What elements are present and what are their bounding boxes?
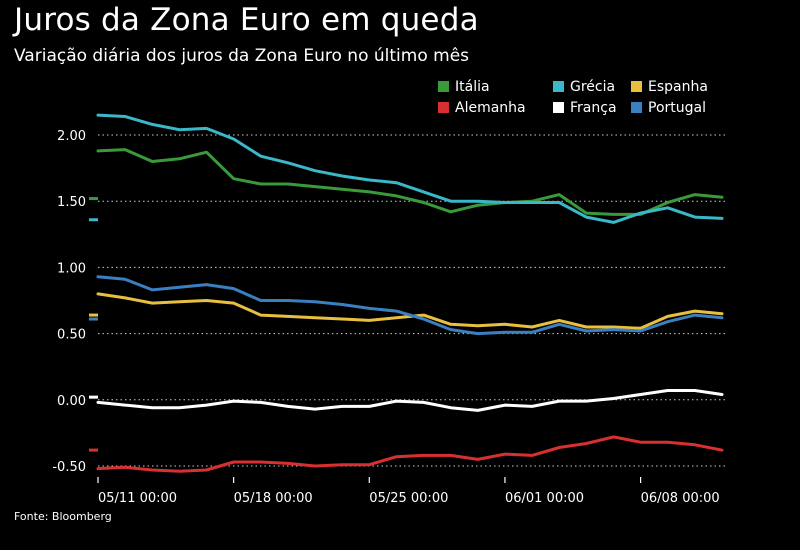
x-axis: 05/11 00:00 05/18 00:00 05/25 00:00 06/01 0…	[97, 477, 720, 506]
start-marker	[89, 395, 98, 399]
x-tick-label: 06/08 00:00	[641, 491, 720, 506]
y-tick-label: 1.00	[57, 261, 86, 276]
start-marker	[89, 197, 98, 201]
x-tick-label: 05/18 00:00	[234, 491, 313, 506]
y-tick-label: 1.50	[57, 195, 86, 210]
source-note: Fonte: Bloomberg	[14, 510, 112, 523]
start-marker	[89, 218, 98, 222]
series-line-portugal	[96, 275, 724, 336]
legend-label: Grécia	[570, 79, 615, 95]
gridlines	[98, 134, 725, 467]
y-tick-label: -0.50	[52, 460, 86, 475]
legend-label: Portugal	[648, 100, 706, 116]
y-tick-label: 0.00	[57, 394, 86, 409]
legend-label: Alemanha	[455, 100, 526, 116]
legend-swatch	[631, 81, 642, 92]
y-tick-label: 0.50	[57, 328, 86, 343]
legend-swatch	[553, 81, 564, 92]
legend-swatch	[631, 102, 642, 113]
x-tick-label: 05/25 00:00	[369, 491, 448, 506]
chart-title: Juros da Zona Euro em queda	[14, 2, 479, 38]
series-line-alemanha	[96, 435, 724, 473]
start-markers	[89, 197, 98, 452]
series-lines	[96, 113, 724, 473]
legend-swatch	[438, 81, 449, 92]
legend-swatch	[438, 102, 449, 113]
x-tick-label: 05/11 00:00	[98, 491, 177, 506]
start-marker	[89, 313, 98, 317]
y-axis: 2.00 1.50 1.00 0.50 0.00 -0.50	[52, 129, 86, 475]
legend-label: França	[570, 100, 617, 116]
chart-subtitle: Variação diária dos juros da Zona Euro n…	[14, 46, 470, 66]
legend-label: Espanha	[648, 79, 708, 95]
legend: Itália Grécia Espanha Alemanha França Portuga…	[438, 79, 708, 116]
legend-swatch	[553, 102, 564, 113]
y-tick-label: 2.00	[57, 129, 86, 144]
start-marker	[89, 317, 98, 321]
series-line-grécia	[96, 113, 724, 224]
series-line-itália	[96, 148, 724, 216]
x-tick-label: 06/01 00:00	[505, 491, 584, 506]
series-line-espanha	[96, 292, 724, 330]
legend-label: Itália	[455, 79, 490, 95]
series-line-frança	[96, 389, 724, 412]
start-marker	[89, 448, 98, 452]
